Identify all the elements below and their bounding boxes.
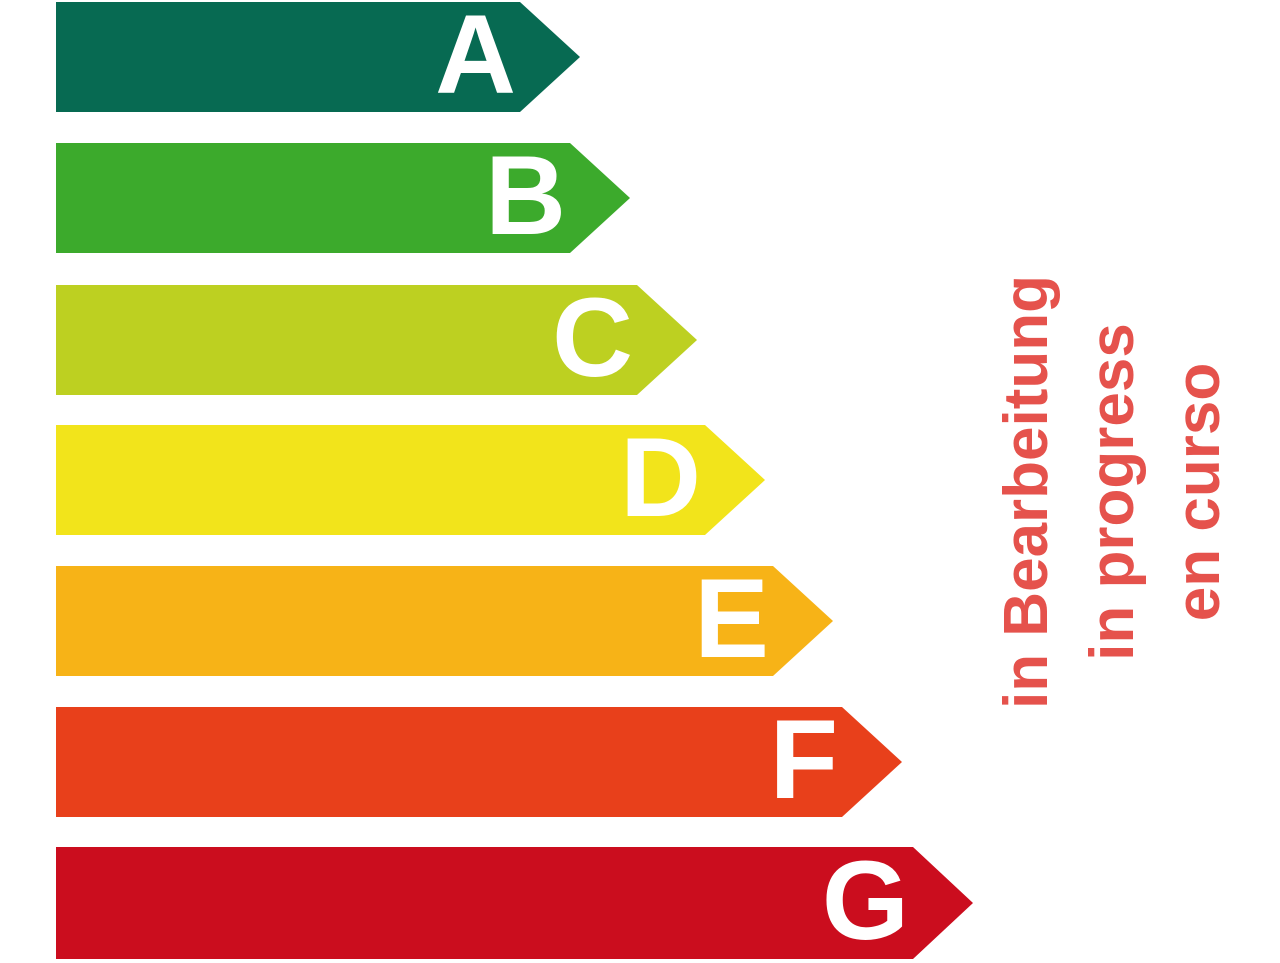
grade-a-bar: A bbox=[56, 0, 520, 117]
status-line-english: in progress bbox=[1078, 323, 1147, 661]
energy-grade-arrow-c: C bbox=[56, 275, 697, 400]
energy-grade-arrow-d: D bbox=[56, 415, 765, 540]
grade-c-bar: C bbox=[56, 275, 637, 400]
energy-grade-arrow-e: E bbox=[56, 556, 833, 681]
grade-c-arrowhead-icon bbox=[637, 285, 697, 395]
grade-d-bar: D bbox=[56, 415, 705, 540]
grade-d-arrowhead-icon bbox=[705, 425, 765, 535]
energy-grade-arrow-g: G bbox=[56, 838, 973, 963]
status-text-rotated: in Bearbeitung in progress en curso bbox=[984, 222, 1242, 762]
grade-g-arrowhead-icon bbox=[913, 847, 973, 959]
grade-c-label: C bbox=[552, 275, 633, 400]
grade-e-bar: E bbox=[56, 556, 773, 681]
grade-g-label: G bbox=[821, 838, 909, 963]
grade-a-label: A bbox=[435, 0, 516, 117]
grade-f-bar: F bbox=[56, 697, 842, 822]
energy-grade-arrow-b: B bbox=[56, 133, 630, 258]
grade-a-arrowhead-icon bbox=[520, 2, 580, 112]
grade-b-arrowhead-icon bbox=[570, 143, 630, 253]
grade-e-arrowhead-icon bbox=[773, 566, 833, 676]
grade-f-label: F bbox=[769, 697, 838, 822]
status-line-german: in Bearbeitung bbox=[992, 274, 1061, 710]
status-line-spanish: en curso bbox=[1164, 362, 1233, 622]
grade-f-arrowhead-icon bbox=[842, 707, 902, 817]
grade-g-bar: G bbox=[56, 838, 913, 963]
energy-grade-arrow-a: A bbox=[56, 0, 580, 117]
grade-b-label: B bbox=[485, 133, 566, 258]
grade-d-label: D bbox=[620, 415, 701, 540]
grade-b-bar: B bbox=[56, 133, 570, 258]
energy-grade-arrow-f: F bbox=[56, 697, 902, 822]
grade-e-label: E bbox=[694, 556, 769, 681]
